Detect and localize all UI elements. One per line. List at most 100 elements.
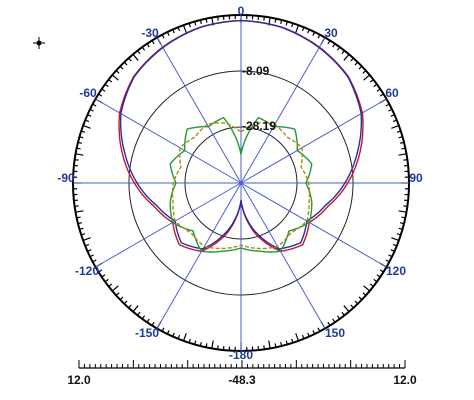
angle-label-m180: -180 [229,348,253,362]
outer-tick [111,74,119,81]
outer-tick [398,153,407,156]
angle-label-m60: -60 [79,86,97,100]
outer-tick [317,34,321,39]
outer-tick [398,210,407,213]
outer-tick [354,61,359,66]
outer-tick [199,341,202,347]
outer-tick [98,269,103,273]
outer-tick [101,274,106,278]
outer-tick [87,249,92,252]
ring-label-outer: -8.09 [242,64,270,78]
outer-tick [172,29,175,34]
spoke-30 [240,37,326,184]
outer-tick [151,40,155,45]
scale-bar [78,360,406,369]
outer-tick [336,315,341,320]
outer-tick [111,285,119,292]
scale-right-label: 12.0 [393,373,417,387]
outer-tick [217,16,219,21]
outer-tick [268,340,271,349]
scale-center-label: -48.3 [228,373,256,387]
outer-tick [79,136,84,139]
outer-tick [89,108,94,112]
outer-tick [166,330,170,335]
outer-tick [161,327,165,332]
outer-tick [82,124,91,129]
outer-tick [341,50,345,55]
outer-tick [398,136,403,139]
outer-tick [332,43,336,48]
outer-tick [263,16,265,21]
outer-tick [151,321,155,326]
outer-tick [205,18,208,23]
outer-tick [75,153,84,156]
outer-tick [161,34,165,39]
outer-tick [108,79,113,83]
outer-tick [132,305,139,313]
outer-tick [285,340,288,345]
outer-tick [388,254,393,258]
outer-tick [341,311,345,316]
outer-tick [123,61,128,66]
outer-tick [291,23,294,28]
outer-tick [358,296,363,301]
outer-tick [401,216,406,219]
trace-series-1 [119,19,363,250]
outer-tick [119,296,124,301]
outer-tick [132,53,139,61]
outer-tick [211,340,214,349]
angle-label-m90: -90 [57,171,75,185]
spoke-120 [240,182,387,268]
outer-tick [141,315,146,320]
outer-tick [123,300,128,305]
spoke-210 [156,182,242,329]
outer-tick [172,332,175,337]
outer-tick [115,70,120,74]
outer-tick [390,249,395,252]
outer-tick [128,304,132,309]
outer-tick [385,259,390,263]
outer-tick [137,311,141,316]
spoke-300 [95,98,242,184]
outer-tick [92,259,97,263]
crosshair-dot-icon [33,37,45,49]
outer-tick [350,57,354,62]
outer-tick [87,114,92,117]
outer-tick [399,141,405,144]
outer-tick [343,305,350,313]
outer-tick [82,237,91,242]
outer-tick [307,29,310,34]
outer-tick [263,345,265,350]
outer-tick [295,333,300,342]
outer-tick [182,333,187,342]
outer-tick [343,53,350,61]
angle-label-m30: -30 [141,26,159,40]
outer-tick [362,292,367,296]
outer-tick [312,31,316,36]
outer-tick [398,227,403,230]
spoke-150 [240,182,326,329]
outer-tick [403,159,408,161]
outer-tick [396,233,401,236]
outer-tick [89,254,94,258]
outer-tick [376,88,381,92]
outer-tick [363,74,371,81]
outer-tick [166,31,170,36]
outer-tick [401,147,406,150]
outer-tick [177,334,181,339]
outer-tick [379,93,384,97]
scale-left-label: 12.0 [67,373,91,387]
outer-tick [81,233,86,236]
outer-tick [188,338,191,343]
outer-tick [141,46,146,51]
outer-tick [285,21,288,26]
angle-label-60: 60 [385,86,399,100]
outer-tick [217,345,219,350]
outer-tick [336,46,341,51]
outer-tick [146,43,150,48]
outer-tick [301,334,305,339]
outer-tick [301,27,305,32]
outer-tick [77,141,83,144]
outer-tick [119,65,124,70]
plot-labels: 0 30 60 90 120 150 -180 -150 -120 -90 -6… [57,4,423,387]
